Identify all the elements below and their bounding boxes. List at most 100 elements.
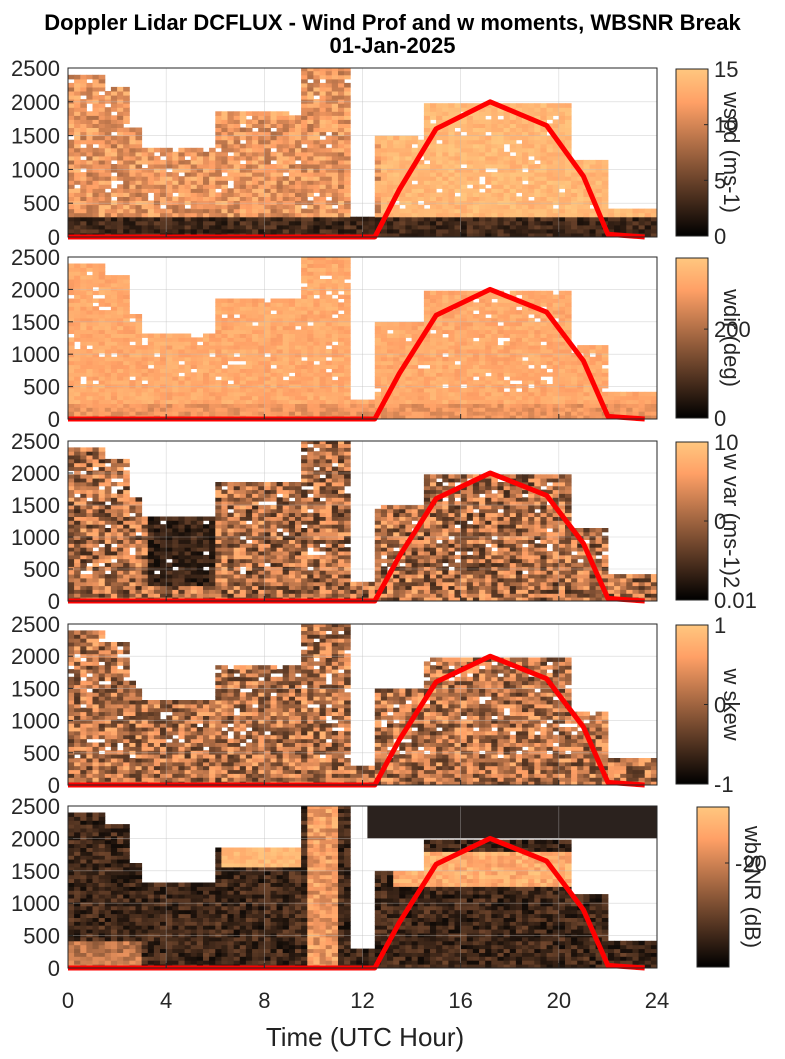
heatmap-cell	[80, 282, 87, 288]
heatmap-cell	[460, 333, 468, 338]
heatmap-cell	[135, 155, 143, 161]
heatmap-cell	[319, 139, 327, 145]
heatmap-cell	[135, 216, 143, 222]
heatmap-cell	[172, 399, 179, 404]
heatmap-cell	[215, 314, 222, 319]
heatmap-cell	[129, 196, 136, 201]
heatmap-cell	[479, 115, 486, 120]
heatmap-cell	[565, 111, 572, 116]
heatmap-cell	[288, 188, 296, 193]
heatmap-cell	[423, 411, 431, 416]
heatmap-cell	[301, 372, 308, 377]
heatmap-cell	[423, 372, 431, 377]
heatmap-cell	[288, 302, 296, 307]
heatmap-cell	[104, 329, 112, 334]
heatmap-cell	[135, 380, 143, 385]
heatmap-cell	[80, 407, 87, 412]
heatmap-cell	[160, 356, 167, 362]
heatmap-cell	[190, 411, 198, 416]
heatmap-cell	[558, 151, 566, 157]
heatmap-cell	[209, 176, 216, 181]
heatmap-cell	[552, 172, 560, 177]
heatmap-cell	[393, 387, 400, 393]
heatmap-cell	[129, 228, 136, 234]
heatmap-cell	[123, 127, 130, 133]
heatmap-cell	[92, 345, 100, 350]
heatmap-cell	[430, 204, 437, 210]
heatmap-cell	[209, 151, 216, 157]
heatmap-cell	[282, 131, 290, 137]
heatmap-cell	[331, 267, 339, 272]
heatmap-cell	[497, 164, 505, 169]
heatmap-cell	[239, 176, 247, 181]
heatmap-cell	[160, 333, 167, 338]
heatmap-cell	[411, 188, 419, 193]
heatmap-cell	[288, 228, 296, 234]
heatmap-cell	[92, 407, 100, 412]
heatmap-cell	[546, 329, 554, 334]
heatmap-cell	[190, 380, 198, 385]
heatmap-cell	[245, 220, 253, 226]
heatmap-cell	[552, 192, 560, 197]
heatmap-cell	[215, 352, 222, 358]
heatmap-cell	[307, 302, 314, 307]
heatmap-cell	[423, 164, 431, 169]
heatmap-cell	[509, 321, 517, 327]
heatmap-cell	[319, 208, 327, 214]
heatmap-cell	[92, 364, 100, 369]
heatmap-cell	[74, 360, 81, 366]
heatmap-cell	[92, 159, 100, 165]
heatmap-cell	[534, 123, 541, 128]
heatmap-cell	[98, 286, 106, 292]
heatmap-cell	[282, 151, 290, 157]
heatmap-cell	[80, 78, 87, 84]
heatmap-cell	[209, 356, 216, 362]
heatmap-cell	[515, 352, 523, 358]
heatmap-cell	[252, 212, 259, 218]
heatmap-cell	[491, 391, 498, 397]
heatmap-cell	[80, 131, 87, 137]
heatmap-cell	[540, 184, 547, 189]
heatmap-cell	[460, 368, 468, 373]
heatmap-cell	[399, 143, 406, 149]
heatmap-cell	[313, 387, 320, 393]
heatmap-cell	[172, 364, 179, 369]
heatmap-cell	[503, 399, 511, 404]
heatmap-cell	[485, 107, 492, 112]
heatmap-cell	[221, 391, 228, 397]
heatmap-cell	[74, 271, 81, 276]
heatmap-cell	[301, 200, 308, 206]
heatmap-cell	[276, 111, 284, 116]
heatmap-cell	[430, 364, 437, 369]
heatmap-cell	[448, 333, 455, 338]
heatmap-cell	[184, 395, 192, 401]
heatmap-cell	[497, 329, 505, 334]
heatmap-cell	[98, 103, 106, 108]
heatmap-cell	[430, 333, 437, 338]
heatmap-cell	[503, 403, 511, 408]
heatmap-cell	[74, 329, 81, 334]
heatmap-cell	[411, 360, 419, 366]
heatmap-cell	[153, 364, 161, 369]
heatmap-cell	[104, 172, 112, 177]
heatmap-cell	[540, 411, 547, 416]
heatmap-cell	[110, 143, 118, 149]
heatmap-cell	[466, 196, 474, 201]
heatmap-cell	[258, 139, 265, 145]
heatmap-cell	[522, 103, 529, 108]
heatmap-cell	[129, 403, 136, 408]
heatmap-cell	[399, 196, 406, 201]
heatmap-cell	[135, 314, 143, 319]
heatmap-cell	[313, 82, 320, 88]
heatmap-cell	[497, 204, 505, 210]
heatmap-cell	[380, 325, 388, 331]
heatmap-cell	[129, 159, 136, 165]
heatmap-cell	[209, 364, 216, 369]
heatmap-cell	[282, 119, 290, 124]
heatmap-cell	[546, 151, 554, 157]
heatmap-cell	[203, 356, 210, 362]
heatmap-cell	[282, 368, 290, 373]
heatmap-cell	[215, 123, 222, 128]
heatmap-cell	[270, 176, 278, 181]
heatmap-cell	[399, 168, 406, 173]
